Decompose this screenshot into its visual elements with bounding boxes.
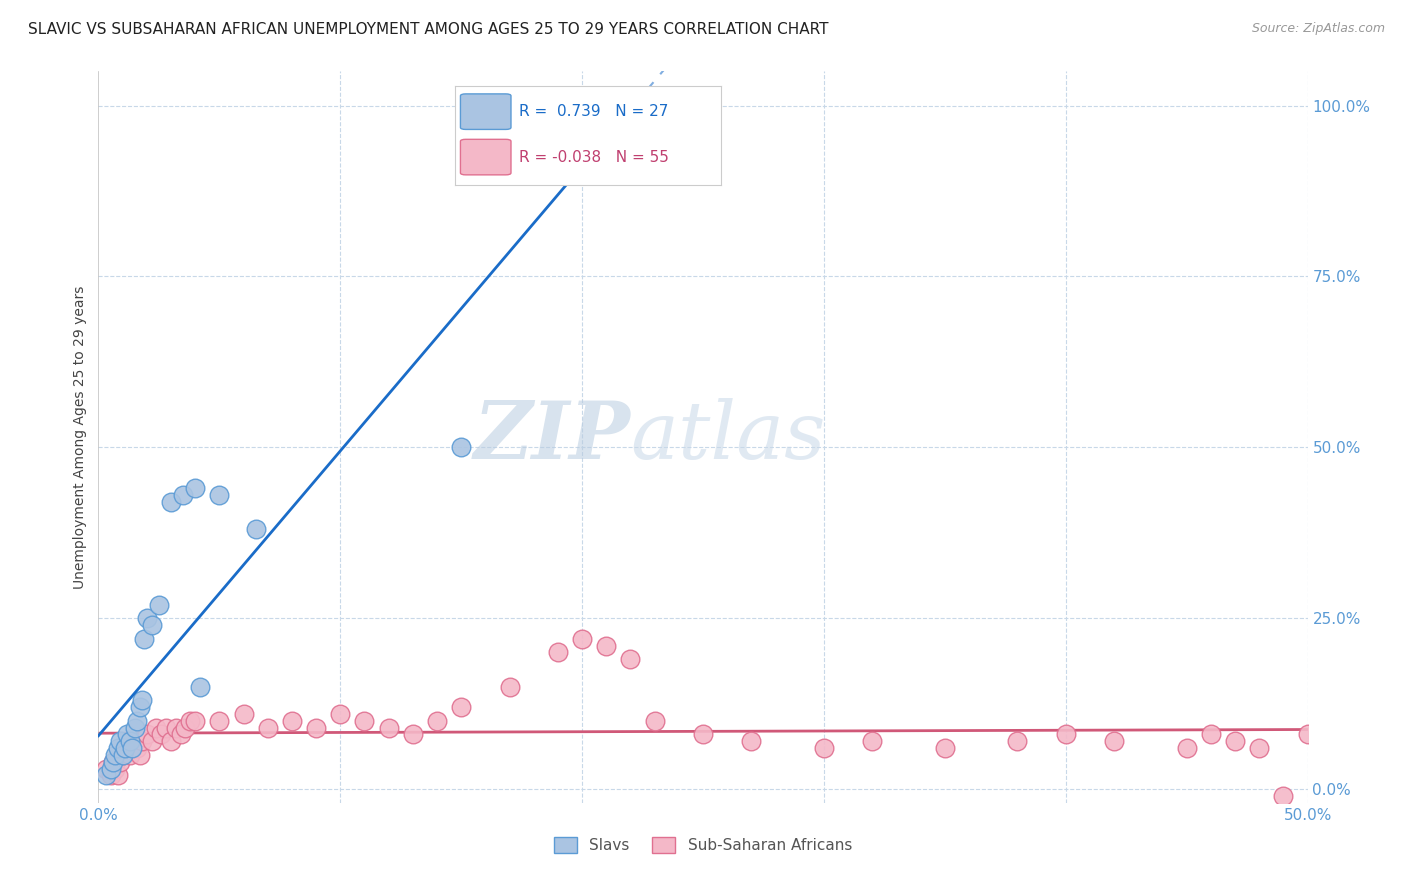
Point [208,488,231,502]
Point [124,721,146,735]
Point [256,721,278,735]
Point [148,598,170,612]
Point [131,734,153,748]
Point [101,755,124,769]
Point [740,734,762,748]
Point [232,706,254,721]
Point [94,762,117,776]
Point [305,721,328,735]
Point [450,700,472,714]
Point [329,706,352,721]
Point [174,721,197,735]
Legend: Slavs, Sub-Saharan Africans: Slavs, Sub-Saharan Africans [547,830,859,861]
Point [135,611,157,625]
Text: SLAVIC VS SUBSAHARAN AFRICAN UNEMPLOYMENT AMONG AGES 25 TO 29 YEARS CORRELATION : SLAVIC VS SUBSAHARAN AFRICAN UNEMPLOYMEN… [28,22,828,37]
Point [121,741,143,756]
Point [426,714,449,728]
Point [402,727,425,741]
Point [1272,789,1295,803]
Point [184,714,207,728]
Point [128,700,150,714]
Point [104,762,127,776]
Point [124,734,146,748]
Point [150,727,173,741]
Point [1175,741,1198,756]
Point [101,755,124,769]
Point [1223,734,1246,748]
Point [131,693,153,707]
Point [498,680,520,694]
Point [860,734,883,748]
Point [547,645,569,659]
Point [1249,741,1271,756]
Point [1102,734,1125,748]
Point [107,741,129,756]
Point [813,741,835,756]
Point [245,522,267,536]
Point [1007,734,1029,748]
Point [135,727,157,741]
Point [108,755,131,769]
Point [118,734,141,748]
Text: ZIP: ZIP [474,399,630,475]
Point [134,632,156,646]
Point [160,495,183,509]
Point [208,714,231,728]
Point [377,721,399,735]
Point [184,481,207,495]
Y-axis label: Unemployment Among Ages 25 to 29 years: Unemployment Among Ages 25 to 29 years [73,285,87,589]
Text: atlas: atlas [630,399,825,475]
Point [281,714,304,728]
Point [141,618,163,632]
Point [353,714,375,728]
Point [595,639,617,653]
Point [165,721,187,735]
Point [111,747,134,762]
Point [1199,727,1222,741]
Point [108,734,131,748]
Point [179,714,201,728]
Point [160,734,183,748]
Text: Source: ZipAtlas.com: Source: ZipAtlas.com [1251,22,1385,36]
Point [188,680,211,694]
Point [692,727,714,741]
Point [169,727,191,741]
Point [117,727,139,741]
Point [934,741,956,756]
Point [450,440,472,454]
Point [117,741,139,756]
Point [118,747,141,762]
Point [172,488,194,502]
Point [111,747,134,762]
Point [107,768,129,782]
Point [114,741,136,756]
Point [127,714,149,728]
Point [145,721,167,735]
Point [141,734,163,748]
Point [595,112,617,127]
Point [1296,727,1319,741]
Point [155,721,177,735]
Point [104,747,127,762]
Point [571,632,593,646]
Point [128,747,150,762]
Point [100,768,122,782]
Point [619,652,641,666]
Point [127,741,149,756]
Point [644,714,666,728]
Point [100,762,122,776]
Point [94,768,117,782]
Point [1054,727,1077,741]
